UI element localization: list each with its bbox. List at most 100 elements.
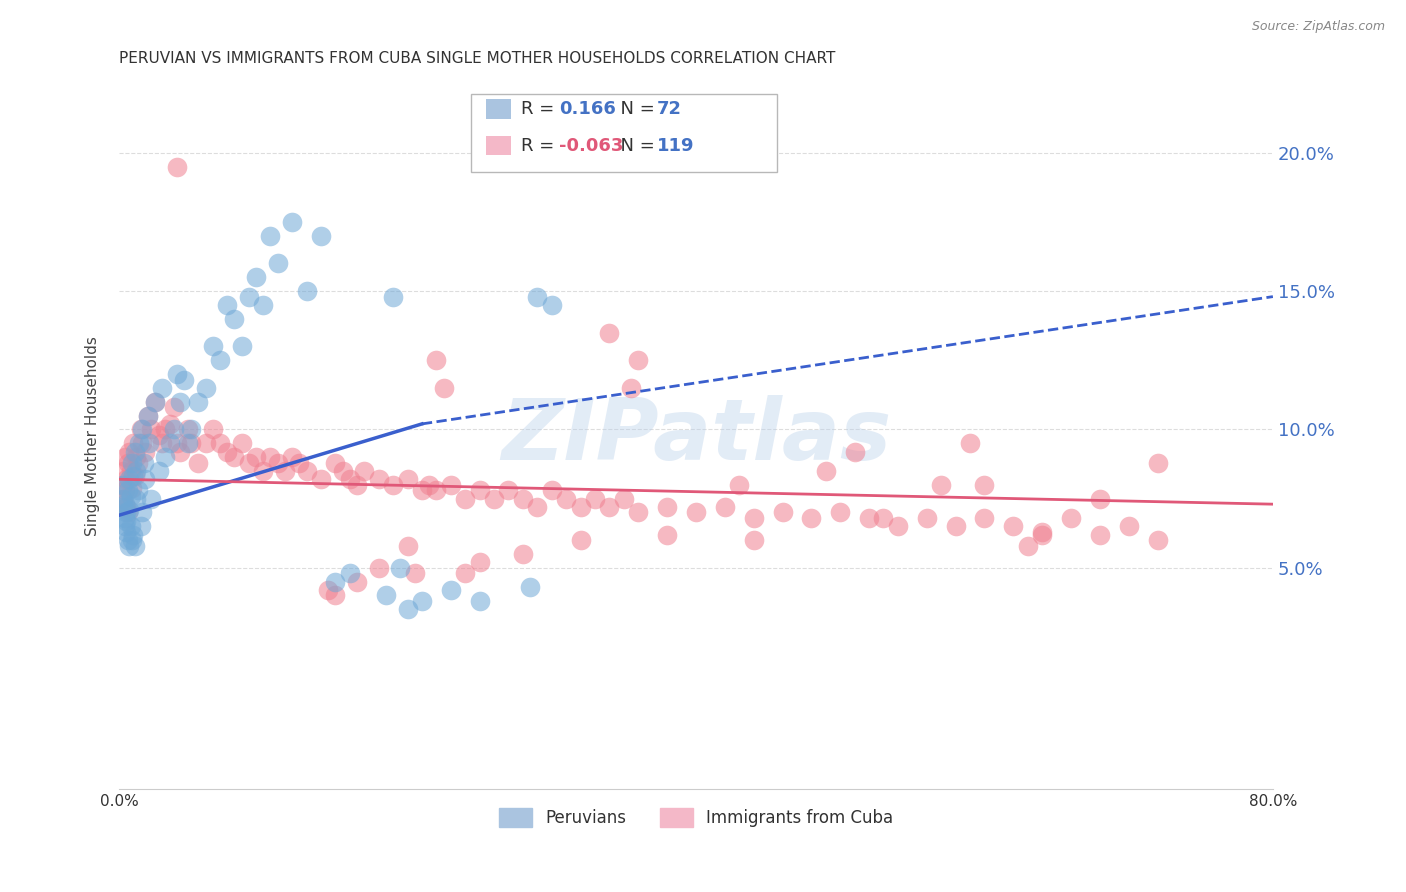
- Point: [136, 409, 159, 423]
- Point: [115, 514, 138, 528]
- Point: [959, 436, 981, 450]
- Point: [114, 519, 136, 533]
- Point: [339, 472, 361, 486]
- Point: [143, 394, 166, 409]
- FancyBboxPatch shape: [486, 136, 512, 155]
- Point: [454, 491, 477, 506]
- Point: [382, 290, 405, 304]
- Point: [114, 450, 136, 464]
- Point: [122, 527, 145, 541]
- Point: [112, 491, 135, 506]
- Point: [1031, 524, 1053, 539]
- Point: [374, 589, 396, 603]
- Point: [627, 506, 650, 520]
- Point: [411, 483, 433, 498]
- Text: 119: 119: [657, 136, 695, 154]
- Point: [231, 339, 253, 353]
- Point: [114, 511, 136, 525]
- Point: [288, 456, 311, 470]
- Point: [1060, 511, 1083, 525]
- Point: [131, 422, 153, 436]
- Point: [569, 533, 592, 548]
- Point: [112, 491, 135, 506]
- Point: [540, 483, 562, 498]
- Point: [772, 506, 794, 520]
- Point: [122, 469, 145, 483]
- Point: [169, 444, 191, 458]
- Point: [173, 373, 195, 387]
- Point: [125, 450, 148, 464]
- Point: [117, 533, 139, 548]
- Point: [281, 215, 304, 229]
- Point: [118, 539, 141, 553]
- Point: [112, 477, 135, 491]
- Point: [339, 566, 361, 581]
- Point: [425, 483, 447, 498]
- Point: [309, 472, 332, 486]
- Point: [143, 394, 166, 409]
- Point: [150, 381, 173, 395]
- Point: [440, 582, 463, 597]
- Point: [389, 561, 412, 575]
- Point: [742, 511, 765, 525]
- Point: [915, 511, 938, 525]
- Point: [512, 547, 534, 561]
- Point: [177, 422, 200, 436]
- Point: [115, 472, 138, 486]
- Point: [124, 469, 146, 483]
- Point: [1002, 519, 1025, 533]
- Point: [830, 506, 852, 520]
- Point: [129, 422, 152, 436]
- Point: [555, 491, 578, 506]
- Point: [128, 436, 150, 450]
- Point: [180, 422, 202, 436]
- Point: [425, 353, 447, 368]
- Point: [598, 500, 620, 514]
- Point: [468, 483, 491, 498]
- Point: [346, 477, 368, 491]
- Point: [120, 464, 142, 478]
- Point: [153, 450, 176, 464]
- Text: N =: N =: [609, 136, 661, 154]
- Point: [115, 500, 138, 514]
- Point: [252, 464, 274, 478]
- Point: [132, 456, 155, 470]
- Point: [1031, 527, 1053, 541]
- Point: [159, 417, 181, 431]
- Point: [117, 456, 139, 470]
- Point: [325, 589, 347, 603]
- Point: [295, 284, 318, 298]
- Point: [728, 477, 751, 491]
- Y-axis label: Single Mother Households: Single Mother Households: [86, 336, 100, 536]
- Point: [180, 436, 202, 450]
- Point: [159, 436, 181, 450]
- Point: [872, 511, 894, 525]
- Point: [440, 477, 463, 491]
- Point: [134, 444, 156, 458]
- Point: [124, 444, 146, 458]
- Point: [139, 422, 162, 436]
- Point: [396, 539, 419, 553]
- Point: [655, 500, 678, 514]
- Point: [129, 519, 152, 533]
- Point: [411, 594, 433, 608]
- Text: ZIPatlas: ZIPatlas: [501, 395, 891, 478]
- Point: [512, 491, 534, 506]
- Point: [945, 519, 967, 533]
- Point: [627, 353, 650, 368]
- Point: [120, 489, 142, 503]
- Point: [267, 456, 290, 470]
- Point: [163, 422, 186, 436]
- Point: [115, 506, 138, 520]
- Point: [814, 464, 837, 478]
- Point: [127, 483, 149, 498]
- Point: [148, 428, 170, 442]
- Text: R =: R =: [520, 100, 560, 118]
- FancyBboxPatch shape: [471, 94, 776, 172]
- Point: [316, 582, 339, 597]
- Point: [217, 444, 239, 458]
- Point: [973, 477, 995, 491]
- Point: [468, 555, 491, 569]
- Point: [121, 456, 143, 470]
- Point: [166, 367, 188, 381]
